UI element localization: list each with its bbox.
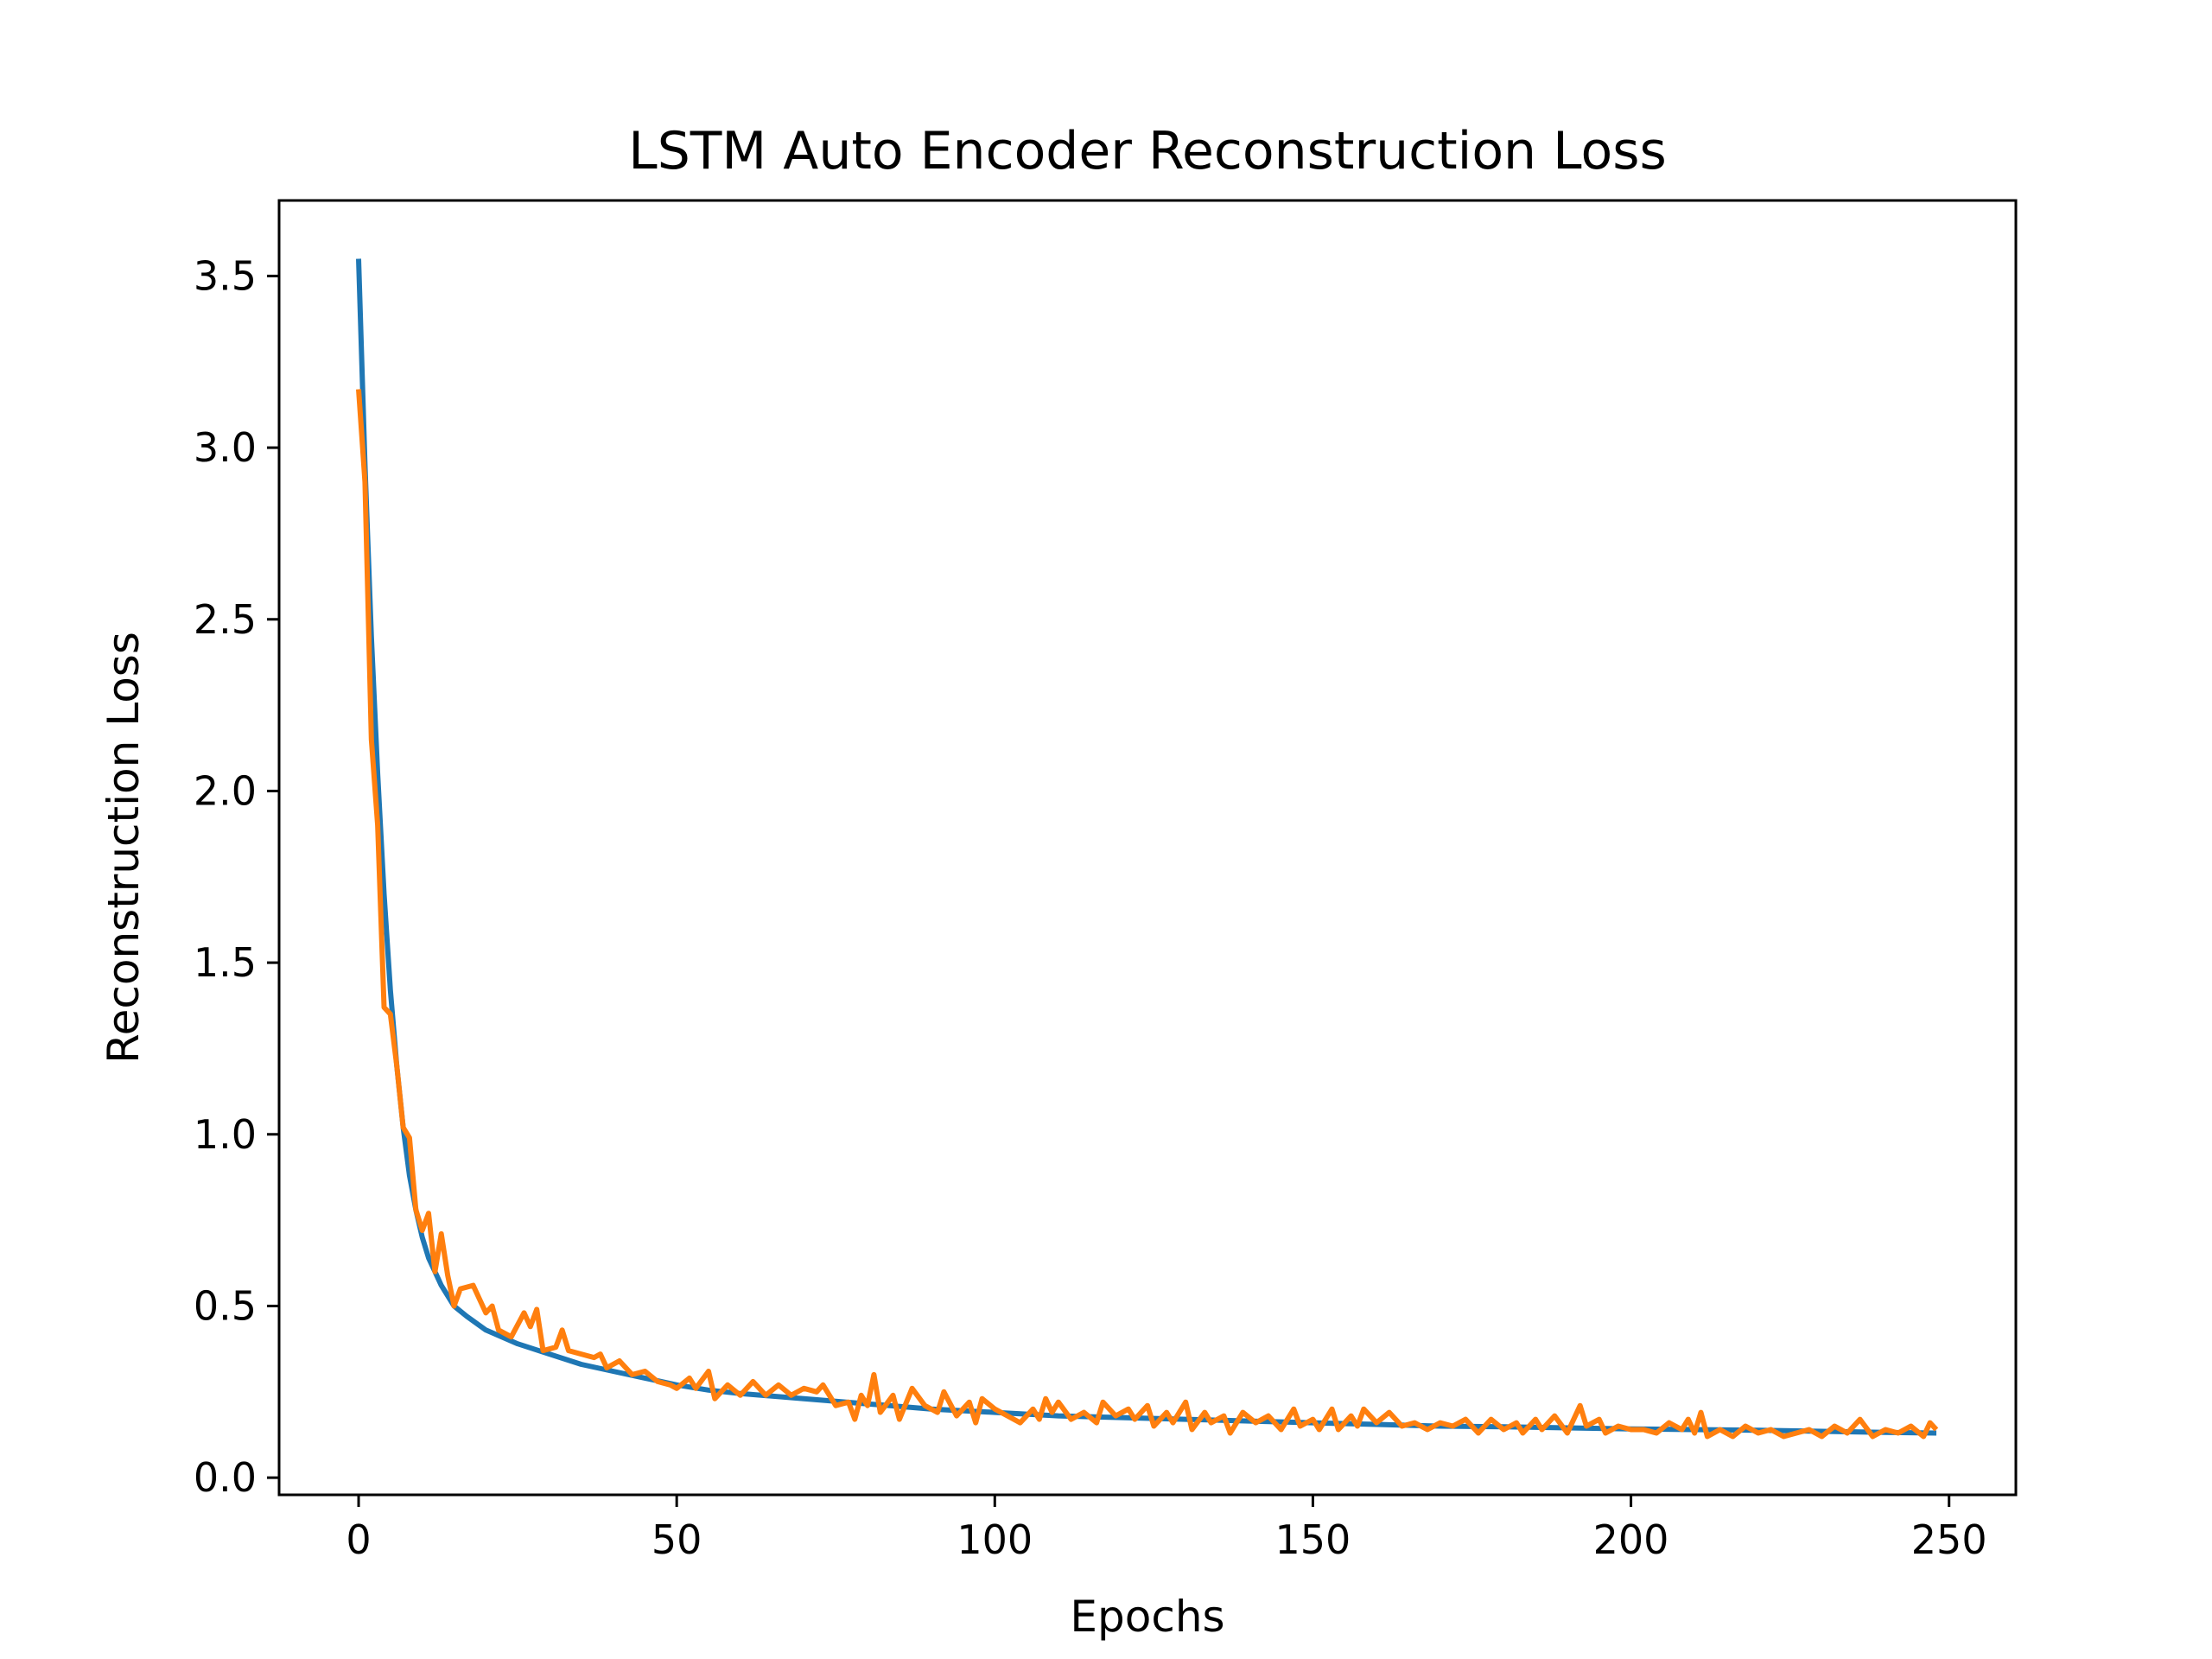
y-tick-label: 0.0: [194, 1454, 257, 1501]
y-axis-ticks: 0.0 0.5 1.0 1.5 2.0 2.5 3.0 3.5: [194, 252, 279, 1501]
x-tick-label: 200: [1593, 1516, 1669, 1563]
y-axis-label: Reconstruction Loss: [99, 632, 149, 1064]
series-line-2: [356, 389, 1939, 1440]
y-tick-label: 2.0: [194, 767, 257, 814]
y-tick-label: 2.5: [194, 596, 257, 643]
x-axis-ticks: 0 50 100 150 200 250: [346, 1495, 1987, 1563]
chart-title: LSTM Auto Encoder Reconstruction Loss: [628, 121, 1666, 181]
y-tick-label: 1.0: [194, 1111, 257, 1158]
y-tick-label: 3.0: [194, 424, 257, 471]
axes-frame: [277, 199, 2018, 1497]
y-tick-label: 3.5: [194, 252, 257, 299]
x-axis-label: Epochs: [1070, 1592, 1224, 1642]
x-tick-label: 100: [957, 1516, 1033, 1563]
y-tick-label: 1.5: [194, 939, 257, 986]
x-tick-label: 0: [346, 1516, 371, 1563]
x-tick-label: 50: [652, 1516, 702, 1563]
y-tick-label: 0.5: [194, 1282, 257, 1329]
plot-area: [356, 258, 1939, 1440]
x-tick-label: 150: [1275, 1516, 1351, 1563]
x-tick-label: 250: [1911, 1516, 1987, 1563]
